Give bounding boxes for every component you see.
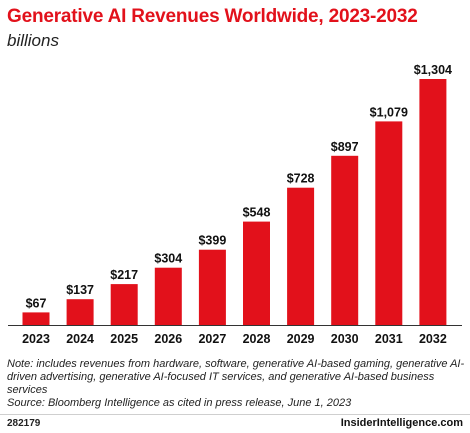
bar-chart: $67 2023 $137 2024 $217 2025 $304 2026 $399 2027 $…: [8, 63, 462, 346]
bar-value-label-2024: $137: [66, 283, 94, 297]
bar-2030: [331, 155, 359, 325]
chart-title: Generative AI Revenues Worldwide, 2023-2…: [7, 6, 418, 27]
bar-2026: [154, 267, 182, 325]
footer-divider: [0, 414, 470, 415]
bar-2029: [287, 187, 315, 325]
x-tick-label-2023: 2023: [22, 332, 50, 346]
bar-value-label-2030: $897: [331, 140, 359, 154]
chart-id: 282179: [7, 418, 41, 429]
bar-value-label-2029: $728: [287, 172, 315, 186]
x-tick-label-2029: 2029: [287, 332, 315, 346]
x-tick-label-2030: 2030: [331, 332, 359, 346]
x-tick-label-2027: 2027: [198, 332, 226, 346]
bar-value-label-2027: $399: [198, 234, 226, 248]
bar-value-label-2031: $1,079: [370, 105, 408, 119]
bar-value-label-2023: $67: [26, 296, 47, 310]
bar-value-label-2028: $548: [243, 206, 271, 220]
x-tick-label-2025: 2025: [110, 332, 138, 346]
bar-2025: [110, 284, 138, 325]
bar-2031: [375, 121, 403, 326]
bar-2024: [66, 299, 94, 325]
bar-2032: [419, 79, 447, 325]
chart-source: Source: Bloomberg Intelligence as cited …: [7, 397, 352, 409]
chart-note: Note: includes revenues from hardware, s…: [7, 358, 465, 397]
bar-value-label-2032: $1,304: [414, 63, 452, 77]
bar-2027: [198, 249, 226, 325]
bar-2028: [243, 221, 270, 325]
chart-subtitle: billions: [7, 31, 59, 50]
x-tick-label-2026: 2026: [154, 332, 182, 346]
bar-value-label-2026: $304: [154, 252, 182, 266]
x-tick-label-2032: 2032: [419, 332, 447, 346]
x-tick-label-2031: 2031: [375, 332, 403, 346]
bar-2023: [22, 312, 50, 325]
x-tick-label-2024: 2024: [66, 332, 94, 346]
x-tick-label-2028: 2028: [243, 332, 271, 346]
brand-label: InsiderIntelligence.com: [340, 417, 463, 429]
bar-value-label-2025: $217: [110, 268, 138, 282]
